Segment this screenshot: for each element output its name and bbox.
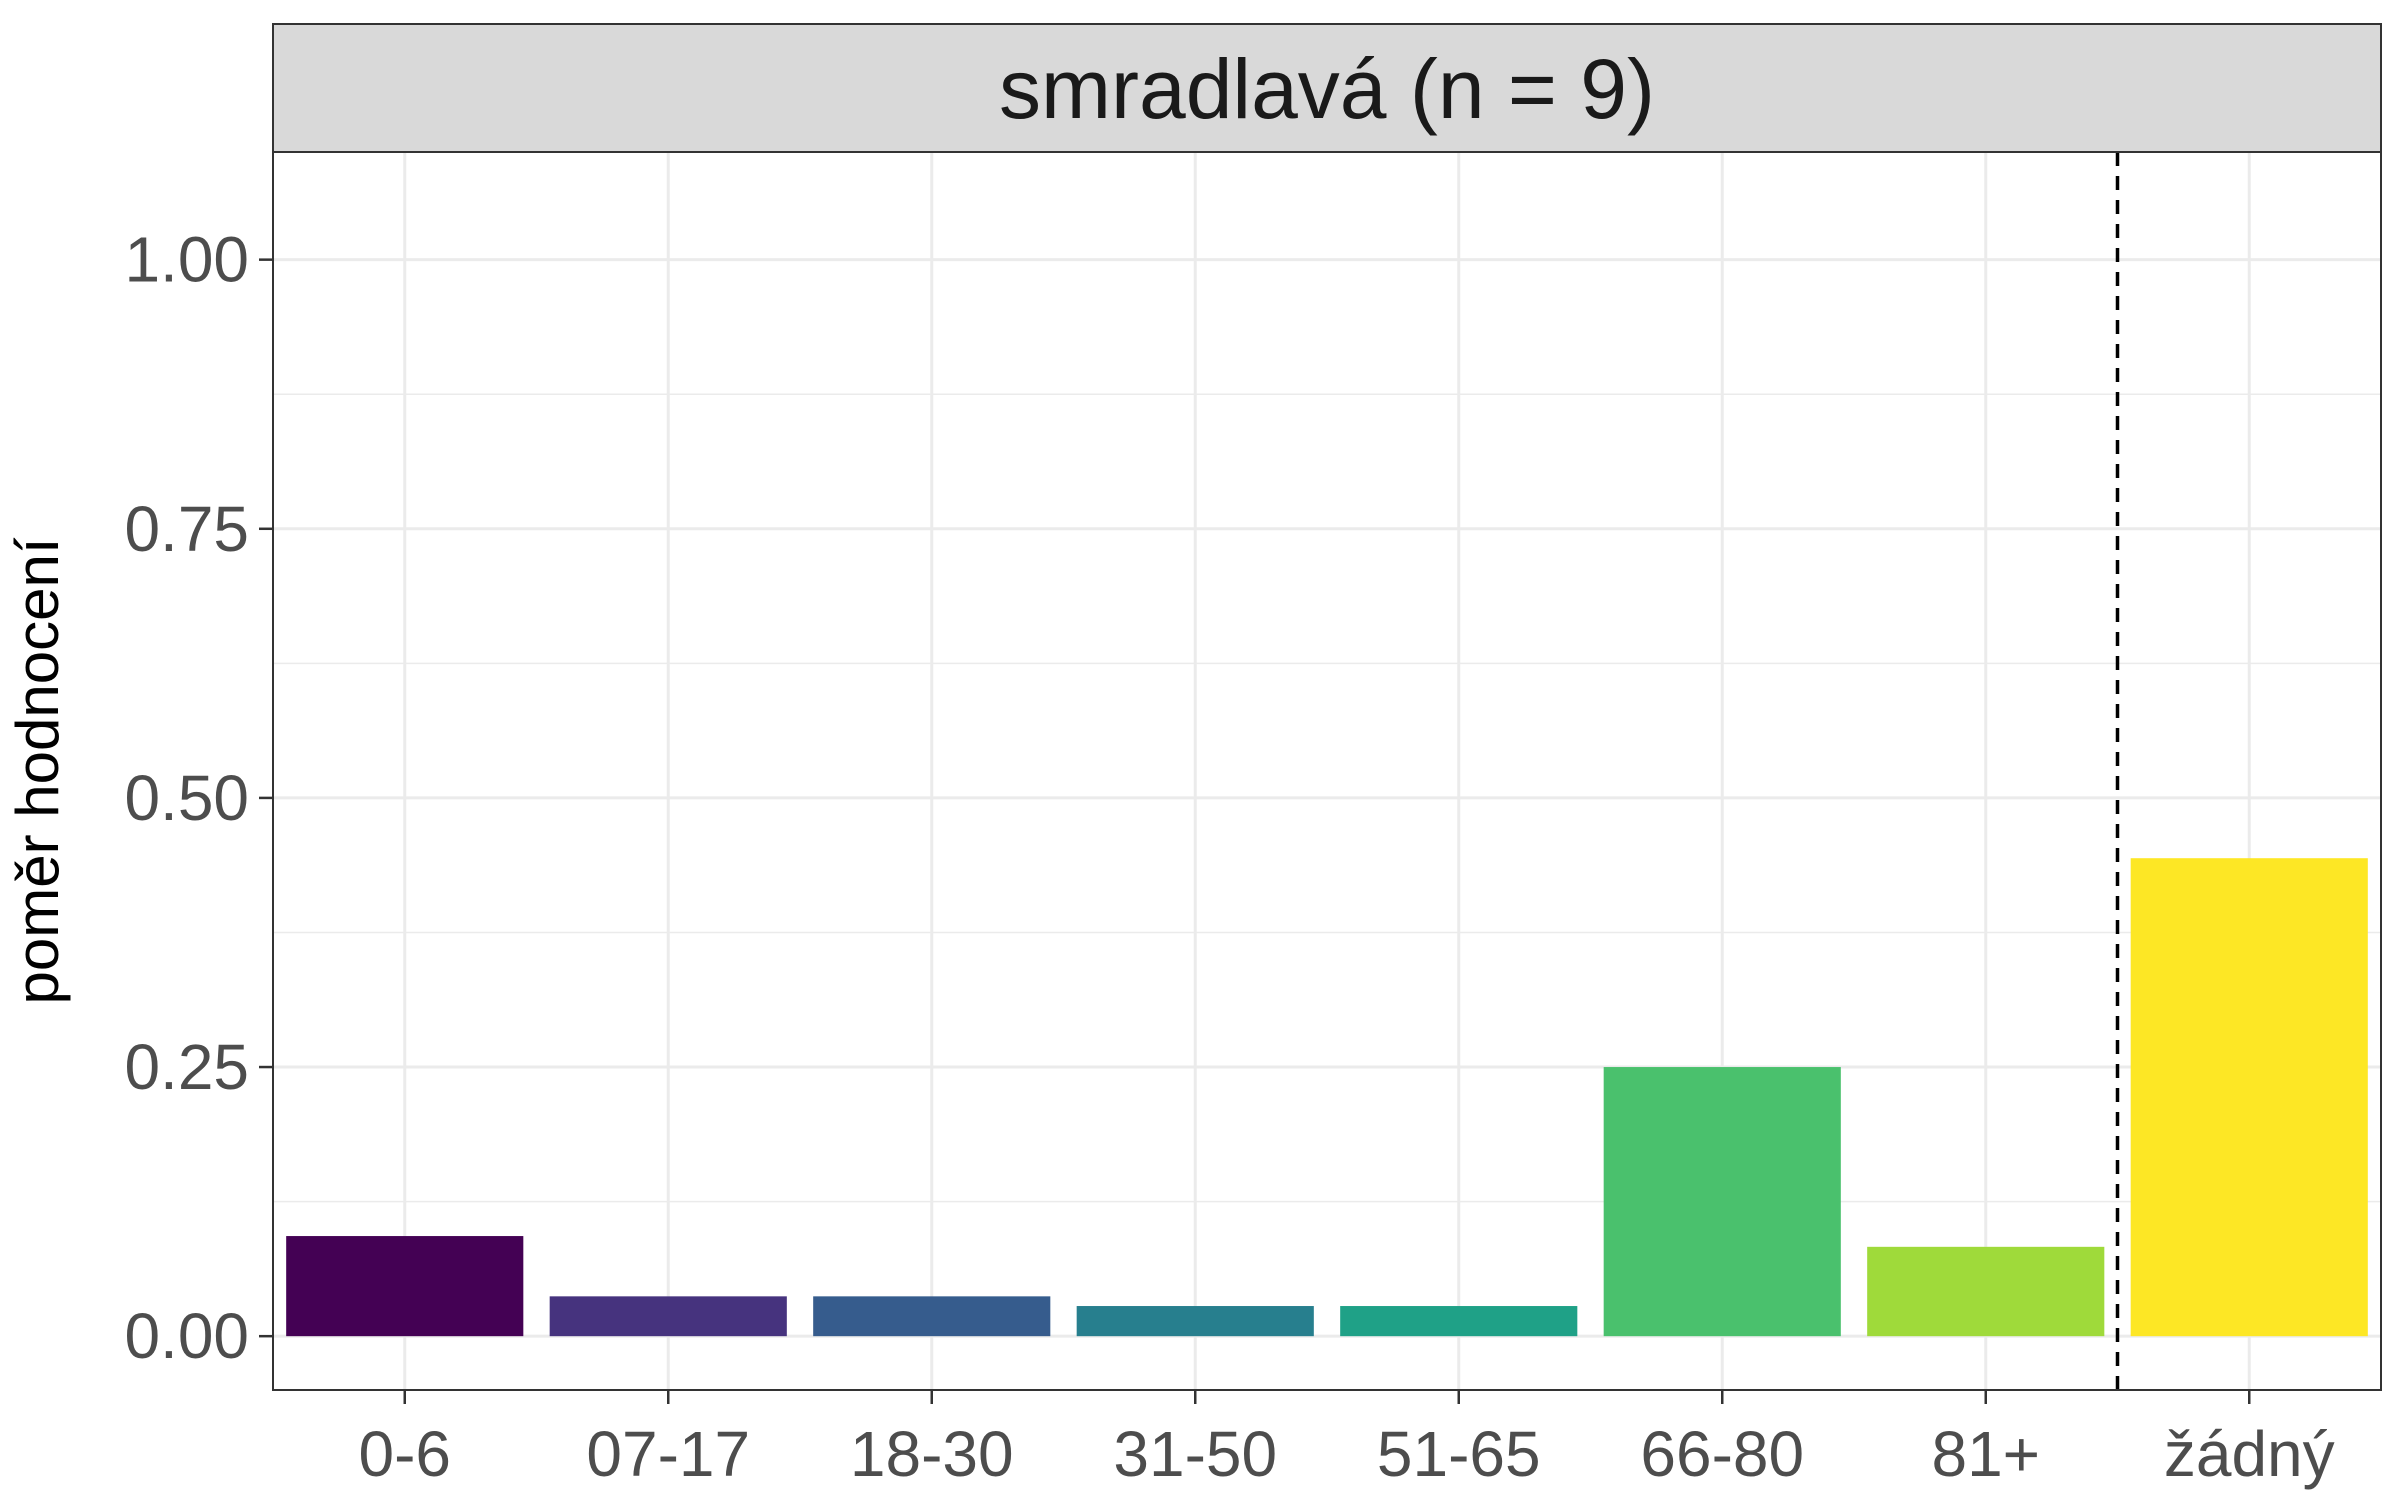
x-tick-label: 07-17 bbox=[586, 1418, 750, 1490]
x-tick-label: 81+ bbox=[1931, 1418, 2040, 1490]
panel-border bbox=[272, 151, 2382, 1391]
bar-07-17 bbox=[549, 1296, 787, 1337]
x-tick-label: 31-50 bbox=[1113, 1418, 1277, 1490]
y-tick-label: 0.00 bbox=[124, 1300, 249, 1372]
x-tick-label: 0-6 bbox=[359, 1418, 452, 1490]
bar-18-30 bbox=[813, 1296, 1051, 1337]
bar-žádný bbox=[2130, 858, 2368, 1337]
bar-31-50 bbox=[1076, 1306, 1314, 1337]
x-tick-label: 18-30 bbox=[850, 1418, 1014, 1490]
y-tick-label: 0.50 bbox=[124, 762, 249, 834]
bar-66-80 bbox=[1603, 1067, 1841, 1337]
bar-51-65 bbox=[1340, 1306, 1578, 1337]
x-tick-label: 51-65 bbox=[1377, 1418, 1541, 1490]
y-tick-label: 0.25 bbox=[124, 1031, 249, 1103]
facet-title: smradlavá (n = 9) bbox=[999, 42, 1655, 136]
bar-0-6 bbox=[286, 1236, 524, 1337]
x-tick-label: 66-80 bbox=[1640, 1418, 1804, 1490]
facet-strip-background bbox=[272, 23, 2382, 153]
facet-strip: smradlavá (n = 9) bbox=[272, 23, 2382, 153]
panel-background bbox=[273, 152, 2381, 1390]
y-axis: 0.00 0.25 0.50 0.75 1.00 bbox=[124, 224, 273, 1372]
y-tick-label: 1.00 bbox=[124, 224, 249, 296]
bars bbox=[286, 858, 2368, 1337]
x-tick-label: žádný bbox=[2164, 1418, 2335, 1490]
y-axis-title: poměr hodnocení bbox=[4, 537, 71, 1004]
bar-81+ bbox=[1867, 1246, 2105, 1337]
y-tick-label: 0.75 bbox=[124, 493, 249, 565]
plot-panel bbox=[272, 151, 2382, 1391]
x-axis: 0-6 07-17 18-30 31-50 51-65 66-80 81+ žádný bbox=[359, 1390, 2335, 1490]
